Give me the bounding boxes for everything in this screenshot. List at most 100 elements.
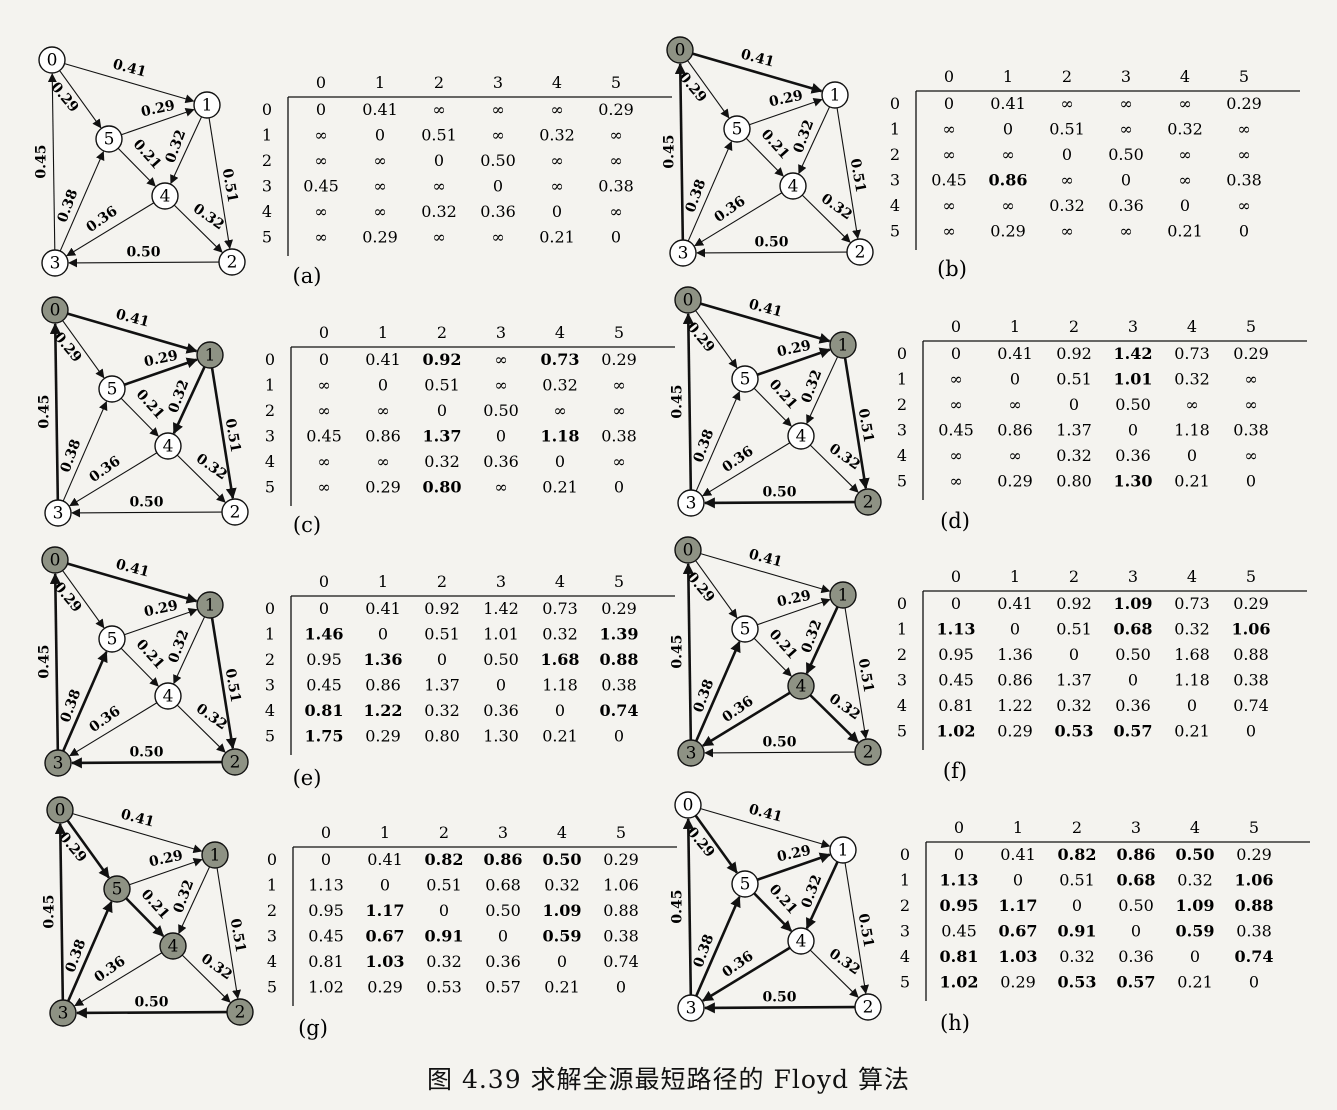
- matrix-cell: ∞: [314, 202, 327, 221]
- edge-3-5: [59, 151, 105, 252]
- graph-1: 0.410.29 0.290.210.320.510.320.360.380.45…: [662, 36, 874, 267]
- matrix-cell: 0.38: [601, 427, 637, 446]
- matrix-cell: 1.75: [305, 727, 344, 746]
- edge-weight-2-3: 0.50: [754, 235, 788, 251]
- matrix-cell: 0: [319, 599, 329, 618]
- matrix-cell: 0.36: [1115, 446, 1151, 465]
- matrix-cell: 0: [1128, 671, 1138, 690]
- matrix-cell: 0: [1010, 620, 1020, 639]
- node-label-2: 2: [863, 743, 874, 763]
- node-label-5: 5: [732, 120, 743, 140]
- matrix-cell: 0.36: [483, 701, 519, 720]
- matrix-col-header: 2: [437, 323, 447, 342]
- matrix-col-header: 4: [1187, 317, 1197, 336]
- edge-0-1: [700, 302, 831, 344]
- matrix-cell: ∞: [1119, 120, 1132, 139]
- matrix-row-header: 0: [265, 350, 275, 369]
- matrix-cell: 0.32: [539, 126, 575, 145]
- edge-3-0: [47, 73, 57, 251]
- matrix-cell: 0.38: [1226, 171, 1262, 190]
- node-2: [854, 993, 882, 1021]
- matrix-col-header: 5: [1239, 67, 1249, 86]
- matrix-cell: 0.29: [362, 228, 398, 247]
- node-label-4: 4: [796, 932, 807, 952]
- matrix-cell: 1.13: [308, 876, 344, 895]
- node-label-1: 1: [830, 86, 841, 106]
- matrix-cell: 0.32: [421, 202, 457, 221]
- node-label-4: 4: [163, 437, 174, 457]
- edge-weight-1-2: 0.51: [847, 157, 869, 193]
- matrix-col-header: 4: [555, 323, 565, 342]
- matrix-cell: 0.32: [1174, 620, 1210, 639]
- matrix-cell: 0.53: [1058, 973, 1097, 992]
- edge-weight-0-1: 0.41: [739, 46, 776, 70]
- matrix-cell: 0.74: [1235, 947, 1274, 966]
- matrix-cell: ∞: [1008, 446, 1021, 465]
- node-label-5: 5: [740, 875, 751, 895]
- matrix-cell: ∞: [1178, 94, 1191, 113]
- edge-1-4: [806, 356, 839, 425]
- matrix-cell: 0.29: [997, 472, 1033, 491]
- matrix-row-header: 0: [262, 100, 272, 119]
- matrix-row-header: 0: [890, 94, 900, 113]
- node-label-5: 5: [740, 620, 751, 640]
- node-5: [103, 875, 131, 903]
- matrix-cell: 0.81: [305, 701, 344, 720]
- node-label-2: 2: [863, 493, 874, 513]
- edge-weight-1-4: 0.32: [799, 618, 826, 656]
- node-label-5: 5: [112, 880, 123, 900]
- matrix-row-header: 5: [267, 978, 277, 997]
- node-5: [723, 115, 751, 143]
- edge-weight-1-2: 0.51: [855, 657, 877, 693]
- matrix-col-header: 4: [552, 73, 562, 92]
- matrix-col-header: 3: [1121, 67, 1131, 86]
- matrix-cell: 0: [1180, 196, 1190, 215]
- edge-weight-4-3: 0.36: [719, 443, 756, 476]
- edge-weight-1-4: 0.32: [791, 118, 818, 156]
- matrix-cell: 1.03: [999, 947, 1038, 966]
- matrix-cell: 0.82: [425, 850, 464, 869]
- matrix-cell: 0.32: [426, 952, 462, 971]
- matrix-row-header: 0: [900, 845, 910, 864]
- matrix-cell: ∞: [949, 472, 962, 491]
- matrix-cell: 0.91: [1058, 922, 1097, 941]
- matrix-6: 0 1 2 3 4 5 0 0 0.41 0.82 0.86 0.50 0.29 1 1.13 0 0.51 0.…: [267, 823, 677, 1006]
- edge-weight-3-0: 0.45: [37, 644, 53, 678]
- matrix-cell: 0.80: [423, 478, 462, 497]
- matrix-cell: 0.36: [483, 452, 519, 471]
- matrix-cell: 0.80: [424, 727, 460, 746]
- edge-4-3: [66, 202, 155, 257]
- matrix-cell: 0.86: [365, 427, 401, 446]
- edge-1-2: [844, 862, 869, 995]
- matrix-cell: 0.36: [480, 202, 516, 221]
- edge-weight-3-0: 0.45: [670, 384, 686, 418]
- edge-3-0: [49, 322, 61, 501]
- matrix-cell: 1.06: [603, 876, 639, 895]
- edge-4-3: [694, 192, 783, 247]
- matrix-cell: 0: [437, 650, 447, 669]
- matrix-cell: 0: [493, 177, 503, 196]
- edge-5-4: [120, 647, 159, 687]
- matrix-col-header: 1: [1013, 818, 1023, 837]
- matrix-cell: 0.29: [365, 727, 401, 746]
- matrix-cell: 0: [951, 594, 961, 613]
- matrix-row-header: 1: [890, 120, 900, 139]
- matrix-col-header: 4: [1180, 67, 1190, 86]
- matrix-cell: 0.53: [426, 978, 462, 997]
- matrix-col-header: 5: [614, 572, 624, 591]
- edge-4-2: [809, 694, 859, 744]
- matrix-cell: 0.32: [424, 701, 460, 720]
- matrix-cell: 1.18: [542, 676, 578, 695]
- edge-weight-4-3: 0.36: [711, 193, 748, 226]
- matrix-cell: 0.29: [603, 850, 639, 869]
- edge-1-2: [843, 357, 870, 490]
- matrix-row-header: 1: [897, 620, 907, 639]
- matrix-cell: 0.38: [603, 927, 639, 946]
- edge-weight-4-2: 0.32: [818, 191, 855, 224]
- matrix-cell: 0.67: [999, 922, 1038, 941]
- matrix-col-header: 2: [1072, 818, 1082, 837]
- edge-4-2: [809, 949, 859, 998]
- matrix-cell: 1.30: [483, 727, 519, 746]
- matrix-cell: 0.32: [1049, 196, 1085, 215]
- matrix-3: 0 1 2 3 4 5 0 0 0.41 0.92 1.42 0.73 0.29 1 ∞ 0 0.51 1.01 0…: [897, 317, 1307, 500]
